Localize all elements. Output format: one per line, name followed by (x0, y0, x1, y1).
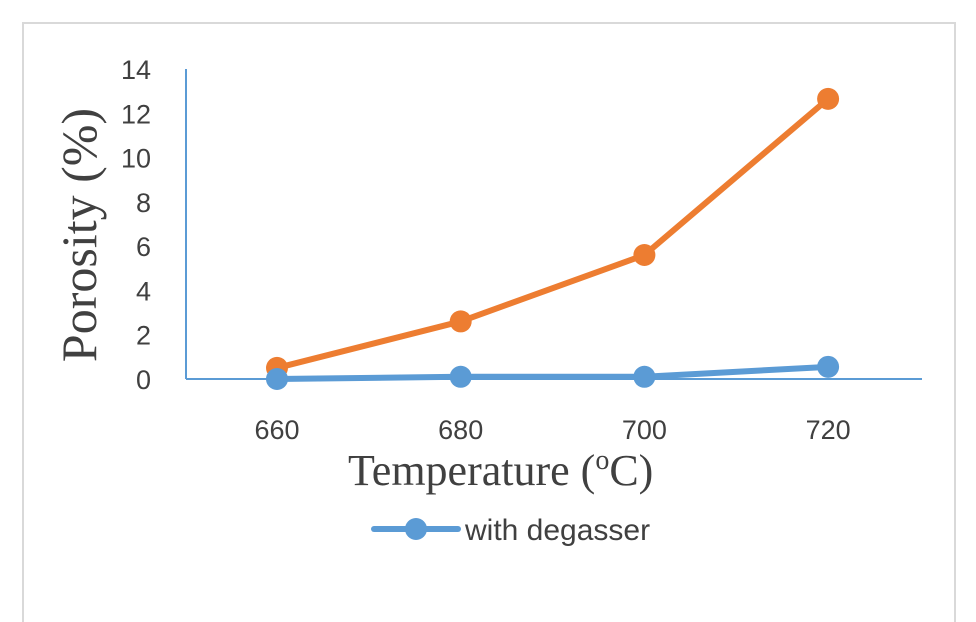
x-tick-label-660: 660 (254, 415, 299, 445)
y-tick-label-8: 8 (136, 188, 151, 218)
legend-label: with degasser (464, 514, 650, 547)
x-tick-label-720: 720 (806, 415, 851, 445)
series-0 (266, 355, 840, 390)
x-axis-title-superscript: o (595, 445, 609, 476)
y-tick-label-4: 4 (136, 276, 151, 306)
y-tick-label-10: 10 (121, 144, 151, 174)
series-0-point-2 (633, 365, 656, 388)
legend-item-0: with degasser (371, 514, 650, 547)
y-tick-label-14: 14 (121, 55, 151, 85)
series-layer (266, 87, 840, 390)
chart-frame (22, 22, 956, 622)
series-1-point-2 (633, 244, 656, 266)
series-1-line (274, 95, 832, 371)
y-tick-label-0: 0 (136, 365, 151, 395)
x-tick-label-680: 680 (438, 415, 483, 445)
series-0-line (274, 363, 832, 382)
y-tick-label-6: 6 (136, 232, 151, 262)
x-axis-title: Temperature (oC) (348, 445, 653, 495)
legend-swatch-marker (405, 518, 427, 540)
series-0-point-1 (449, 365, 472, 388)
series-1-point-3 (817, 87, 840, 110)
series-0-point-0 (266, 368, 288, 390)
x-axis-title-text-after: C) (609, 446, 653, 495)
series-0-point-3 (817, 355, 840, 378)
legend: with degasser (371, 514, 650, 547)
y-tick-label-12: 12 (121, 99, 151, 129)
x-axis-title-text: Temperature ( (348, 446, 595, 495)
x-tick-label-700: 700 (622, 415, 667, 445)
series-1-point-1 (449, 310, 472, 333)
y-tick-labels: 0 2 4 6 8 10 12 14 (121, 55, 151, 395)
y-axis-title: Porosity (%) (51, 108, 107, 362)
y-tick-label-2: 2 (136, 321, 151, 351)
porosity-chart: 0 2 4 6 8 10 12 14 660 680 700 720 Porosity (%) Te… (51, 55, 922, 547)
series-1 (266, 87, 840, 379)
x-tick-labels: 660 680 700 720 (254, 415, 850, 445)
